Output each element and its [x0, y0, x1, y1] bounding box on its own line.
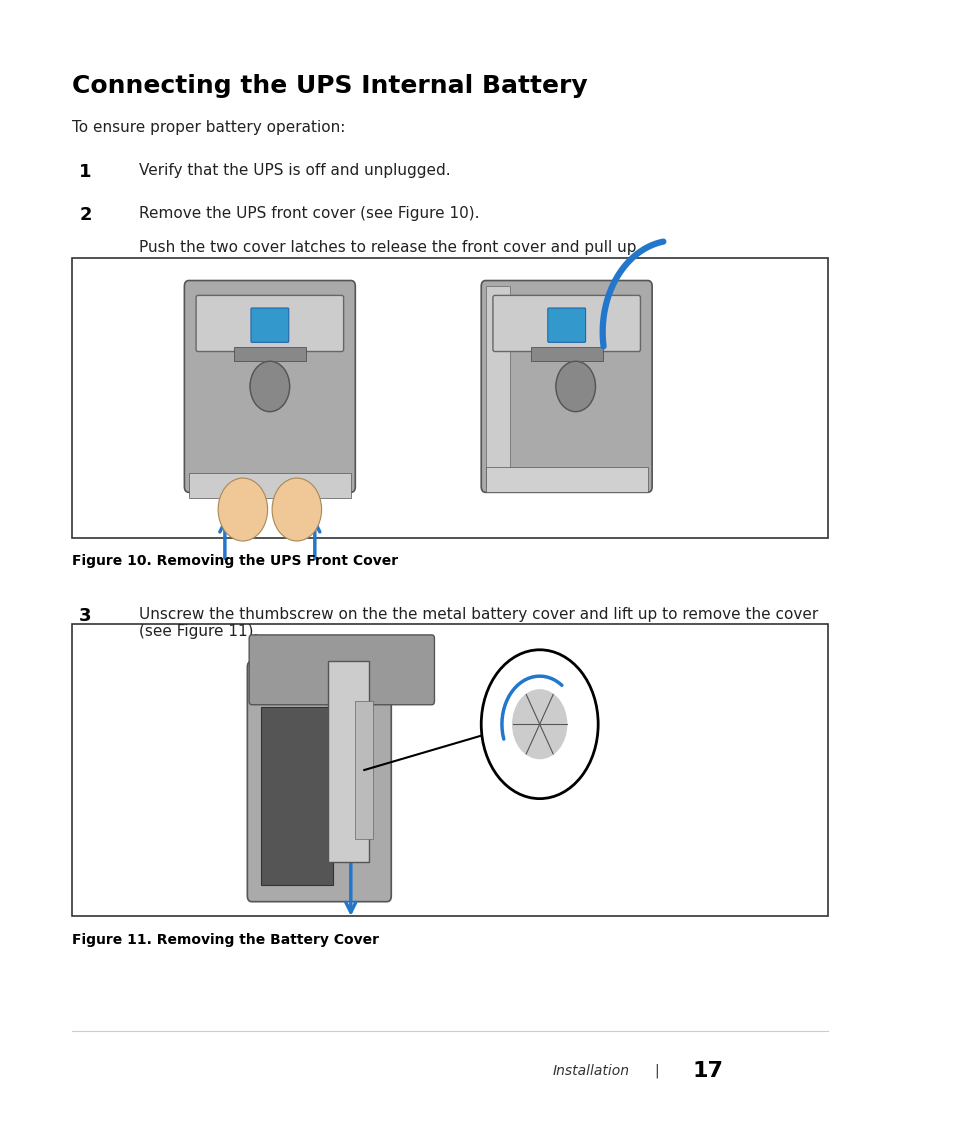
- Text: Figure 11. Removing the Battery Cover: Figure 11. Removing the Battery Cover: [71, 933, 378, 947]
- FancyBboxPatch shape: [485, 286, 510, 487]
- FancyBboxPatch shape: [260, 708, 333, 885]
- FancyBboxPatch shape: [189, 473, 351, 498]
- FancyBboxPatch shape: [485, 467, 647, 492]
- FancyBboxPatch shape: [328, 662, 369, 862]
- FancyBboxPatch shape: [71, 624, 826, 916]
- FancyBboxPatch shape: [547, 308, 585, 342]
- Ellipse shape: [218, 479, 268, 542]
- Circle shape: [250, 361, 290, 411]
- Text: Remove the UPS front cover (see Figure 10).: Remove the UPS front cover (see Figure 1…: [139, 206, 479, 221]
- Text: Push the two cover latches to release the front cover and pull up.: Push the two cover latches to release th…: [139, 240, 641, 255]
- FancyBboxPatch shape: [71, 258, 826, 538]
- Circle shape: [480, 650, 598, 799]
- FancyBboxPatch shape: [530, 347, 602, 361]
- FancyBboxPatch shape: [493, 295, 639, 352]
- Circle shape: [512, 689, 566, 759]
- Text: 17: 17: [692, 1060, 723, 1081]
- Ellipse shape: [272, 479, 321, 542]
- FancyBboxPatch shape: [480, 281, 652, 492]
- Text: |: |: [654, 1064, 659, 1077]
- FancyBboxPatch shape: [355, 701, 373, 838]
- FancyBboxPatch shape: [196, 295, 343, 352]
- Text: Figure 10. Removing the UPS Front Cover: Figure 10. Removing the UPS Front Cover: [71, 554, 397, 568]
- Text: 1: 1: [79, 163, 91, 181]
- Text: 2: 2: [79, 206, 91, 224]
- Text: 3: 3: [79, 607, 91, 625]
- FancyBboxPatch shape: [247, 662, 391, 902]
- Text: Unscrew the thumbscrew on the the metal battery cover and lift up to remove the : Unscrew the thumbscrew on the the metal …: [139, 607, 818, 639]
- Text: Connecting the UPS Internal Battery: Connecting the UPS Internal Battery: [71, 74, 587, 98]
- Text: To ensure proper battery operation:: To ensure proper battery operation:: [71, 120, 345, 135]
- Text: Installation: Installation: [552, 1064, 629, 1077]
- Circle shape: [556, 361, 595, 411]
- FancyBboxPatch shape: [184, 281, 355, 492]
- FancyBboxPatch shape: [233, 347, 306, 361]
- FancyBboxPatch shape: [251, 308, 289, 342]
- Text: Verify that the UPS is off and unplugged.: Verify that the UPS is off and unplugged…: [139, 163, 451, 177]
- FancyBboxPatch shape: [249, 634, 434, 705]
